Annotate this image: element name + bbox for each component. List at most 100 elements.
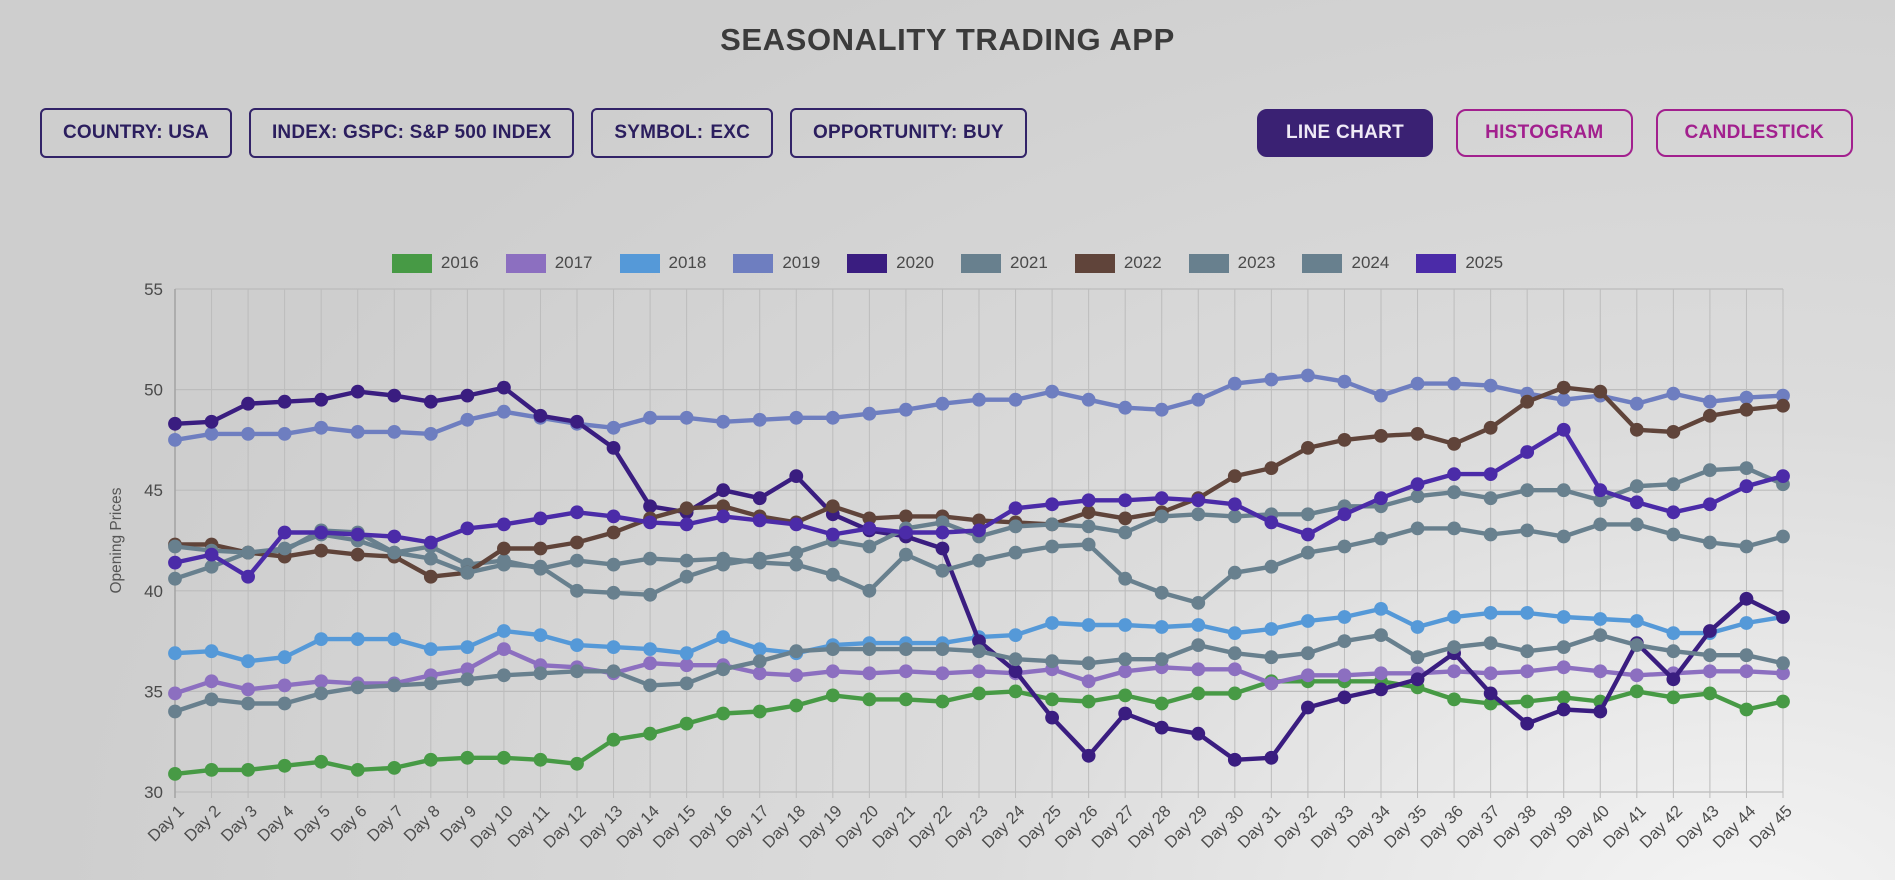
series-point-2023 xyxy=(789,545,804,560)
filter-index[interactable]: INDEX: GSPC: S&P 500 INDEX xyxy=(248,108,575,158)
legend-item-2025[interactable]: 2025 xyxy=(1416,253,1503,273)
series-point-2018 xyxy=(277,650,292,665)
series-point-2021 xyxy=(1483,527,1498,542)
candlestick-button[interactable]: CANDLESTICK xyxy=(1655,109,1853,157)
series-point-2018 xyxy=(1556,610,1571,624)
series-point-2022 xyxy=(606,525,621,540)
series-point-2017 xyxy=(1593,664,1608,679)
series-point-2020 xyxy=(1593,704,1608,719)
series-point-2025 xyxy=(1629,495,1644,510)
series-point-2024 xyxy=(1629,638,1644,652)
series-point-2025 xyxy=(314,525,329,540)
series-point-2022 xyxy=(1739,402,1754,417)
legend-swatch-2023 xyxy=(1188,253,1229,273)
legend-item-2024[interactable]: 2024 xyxy=(1302,253,1389,273)
series-point-2022 xyxy=(1337,433,1352,447)
series-point-2022 xyxy=(825,499,840,514)
series-point-2018 xyxy=(204,644,219,659)
series-point-2021 xyxy=(1739,539,1754,554)
series-point-2019 xyxy=(1081,392,1096,407)
series-point-2020 xyxy=(1154,720,1169,735)
series-point-2016 xyxy=(1118,688,1133,703)
series-point-2021 xyxy=(1118,571,1133,586)
series-point-2018 xyxy=(1629,614,1644,628)
series-point-2018 xyxy=(1520,606,1535,620)
series-point-2022 xyxy=(570,535,584,550)
series-point-2024 xyxy=(350,680,365,695)
series-point-2025 xyxy=(1337,507,1352,522)
filter-country[interactable]: COUNTRY: USA xyxy=(40,108,232,158)
series-point-2023 xyxy=(1593,493,1608,508)
series-point-2025 xyxy=(1301,527,1315,542)
series-point-2022 xyxy=(1301,441,1315,455)
series-point-2023 xyxy=(1703,463,1717,477)
series-point-2017 xyxy=(1227,662,1242,677)
series-point-2020 xyxy=(935,541,950,556)
series-point-2025 xyxy=(825,527,840,542)
series-point-2018 xyxy=(350,632,365,646)
filter-opportunity[interactable]: OPPORTUNITY: BUY xyxy=(790,108,1027,158)
line-chart-button[interactable]: LINE CHART xyxy=(1257,109,1434,157)
series-point-2021 xyxy=(1703,535,1717,550)
series-point-2018 xyxy=(241,654,255,669)
series-point-2020 xyxy=(1191,726,1206,741)
series-point-2021 xyxy=(972,553,986,568)
series-point-2021 xyxy=(570,553,584,568)
series-point-2017 xyxy=(1081,674,1096,689)
series-point-2024 xyxy=(497,668,511,683)
filter-country-label: COUNTRY: USA xyxy=(63,122,209,143)
series-point-2019 xyxy=(643,410,657,425)
legend-item-2016[interactable]: 2016 xyxy=(391,253,479,273)
series-point-2024 xyxy=(643,678,657,693)
series-point-2023 xyxy=(1301,507,1315,522)
series-point-2023 xyxy=(423,551,438,566)
series-point-2024 xyxy=(1520,644,1535,659)
legend-item-2020[interactable]: 2020 xyxy=(847,253,934,273)
series-point-2018 xyxy=(1337,610,1352,624)
series-point-2023 xyxy=(1739,461,1754,475)
series-point-2020 xyxy=(1264,750,1279,765)
series-point-2023 xyxy=(1410,489,1425,504)
series-point-2017 xyxy=(643,656,657,671)
y-tick-label: 40 xyxy=(144,582,163,601)
series-point-2020 xyxy=(1337,690,1352,705)
series-point-2023 xyxy=(533,559,548,574)
legend-item-2019[interactable]: 2019 xyxy=(733,253,820,273)
series-point-2020 xyxy=(1045,710,1059,725)
series-point-2017 xyxy=(277,678,292,693)
series-point-2020 xyxy=(716,483,731,498)
series-point-2023 xyxy=(168,539,182,554)
legend-item-2017[interactable]: 2017 xyxy=(505,253,593,273)
series-point-2020 xyxy=(497,380,511,395)
series-point-2017 xyxy=(825,664,840,679)
series-point-2018 xyxy=(497,624,511,638)
series-point-2018 xyxy=(423,642,438,656)
series-point-2017 xyxy=(1483,666,1498,681)
x-tick-label: Day 1 xyxy=(145,802,188,845)
series-point-2020 xyxy=(752,491,767,506)
series-point-2022 xyxy=(862,511,877,526)
series-point-2017 xyxy=(1118,664,1133,679)
series-point-2020 xyxy=(387,388,402,403)
histogram-button[interactable]: HISTOGRAM xyxy=(1456,109,1633,157)
series-point-2016 xyxy=(277,758,292,773)
legend-item-2022[interactable]: 2022 xyxy=(1074,253,1162,273)
legend-label-2019: 2019 xyxy=(782,253,821,272)
series-point-2021 xyxy=(204,559,219,574)
series-point-2018 xyxy=(1447,610,1461,624)
series-point-2024 xyxy=(899,642,913,656)
legend-item-2023[interactable]: 2023 xyxy=(1188,253,1275,273)
series-point-2024 xyxy=(1776,656,1790,671)
series-point-2018 xyxy=(1045,616,1059,630)
series-point-2023 xyxy=(1629,479,1644,494)
series-point-2024 xyxy=(1301,646,1315,661)
legend-item-2021[interactable]: 2021 xyxy=(961,253,1048,273)
series-point-2017 xyxy=(789,668,804,683)
legend-item-2018[interactable]: 2018 xyxy=(619,253,706,273)
series-point-2016 xyxy=(423,752,438,767)
series-point-2021 xyxy=(1081,537,1096,552)
series-point-2019 xyxy=(972,392,986,407)
series-point-2019 xyxy=(1301,368,1315,383)
series-point-2016 xyxy=(789,698,804,713)
filter-symbol[interactable]: SYMBOL: EXC xyxy=(591,108,774,158)
